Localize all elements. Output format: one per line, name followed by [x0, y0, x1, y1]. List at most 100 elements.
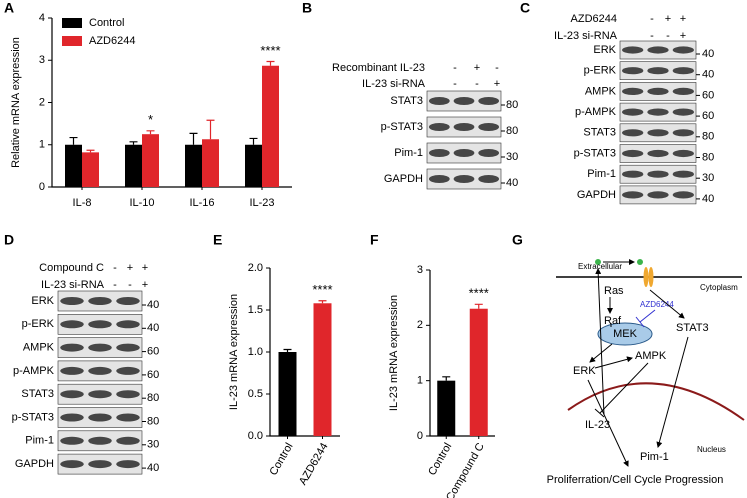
blot-band	[672, 149, 694, 158]
blot-band	[672, 170, 694, 178]
blot-band	[672, 129, 694, 137]
blot-band	[116, 460, 140, 469]
blot-band	[88, 413, 112, 422]
y-tick-label: 2.0	[248, 262, 263, 274]
blot-band	[88, 366, 112, 375]
y-tick-label: 1	[417, 375, 423, 387]
blot-band	[647, 108, 669, 116]
y-axis-label: IL-23 mRNA expression	[228, 294, 240, 410]
band-label: p-STAT3	[12, 411, 54, 423]
blot-band	[116, 343, 140, 352]
arrow	[594, 356, 633, 369]
band-label: p-STAT3	[381, 121, 423, 133]
marker-label: 40	[147, 299, 159, 311]
blot-band	[622, 87, 644, 95]
band-label: Pim-1	[394, 147, 423, 159]
bar	[245, 144, 262, 187]
blot-band	[672, 108, 694, 116]
panel-label: G	[512, 232, 523, 248]
blot-band	[116, 366, 140, 375]
significance: ****	[260, 43, 280, 58]
blot-band	[88, 460, 112, 469]
panel-label: F	[370, 232, 379, 248]
band-label: GAPDH	[384, 173, 423, 185]
marker-label: 80	[702, 131, 714, 143]
treatment-sign: +	[142, 279, 148, 291]
blot-band	[622, 129, 644, 137]
label: IL-23	[585, 419, 610, 431]
inhibition	[599, 362, 649, 414]
y-tick-label: 1.0	[248, 346, 263, 358]
treatment-sign: -	[128, 279, 132, 291]
band-label: p-STAT3	[574, 147, 616, 159]
blot-band	[88, 320, 112, 329]
marker-label: 40	[702, 193, 714, 205]
bar	[142, 134, 159, 187]
y-tick-label: 3	[417, 264, 423, 276]
label: Proliferration/Cell Cycle Progression	[547, 474, 724, 486]
label: MEK	[613, 328, 638, 340]
marker-label: 40	[147, 322, 159, 334]
bar	[65, 144, 82, 187]
blot-band	[453, 175, 475, 183]
y-tick-label: 0.5	[248, 388, 263, 400]
x-tick-label: Control	[426, 441, 454, 478]
blot-band	[478, 97, 500, 105]
blot-band	[453, 149, 475, 157]
treatment-sign: +	[142, 262, 148, 274]
marker-label: 60	[147, 346, 159, 358]
blot-band	[116, 320, 140, 329]
band-label: p-ERK	[22, 318, 55, 330]
arrow	[595, 268, 605, 416]
x-tick-label: AZD6244	[297, 441, 331, 487]
x-tick-label: IL-8	[73, 197, 92, 209]
legend-swatch	[62, 36, 82, 46]
label: AMPK	[635, 350, 667, 362]
label: Nucleus	[697, 445, 726, 454]
blot-band	[478, 149, 500, 157]
error-bar	[266, 60, 275, 66]
blot-band	[647, 191, 669, 199]
error-bar	[69, 136, 78, 145]
error-bar	[249, 137, 258, 145]
treatment-label: AZD6244	[571, 13, 617, 25]
band-label: p-AMPK	[13, 365, 55, 377]
treatment-sign: -	[495, 62, 499, 74]
treatment-sign: +	[494, 78, 500, 90]
label: Cytoplasm	[700, 283, 738, 292]
treatment-label: IL-23 si-RNA	[41, 279, 105, 291]
marker-label: 30	[702, 172, 714, 184]
label: Extracellular	[578, 262, 622, 271]
error-bar	[283, 348, 292, 352]
blot-band	[672, 46, 694, 54]
band-label: p-AMPK	[575, 106, 617, 118]
significance: ****	[312, 282, 332, 297]
x-tick-label: IL-23	[249, 197, 274, 209]
y-tick-label: 0	[417, 430, 423, 442]
receptor	[643, 267, 649, 287]
treatment-sign: -	[113, 262, 117, 274]
blot-band	[672, 191, 694, 199]
blot-band	[60, 297, 84, 305]
treatment-label: IL-23 si-RNA	[362, 78, 426, 90]
blot-band	[478, 123, 500, 131]
blot-band	[622, 170, 644, 178]
blot-band	[622, 149, 644, 158]
blot-band	[622, 191, 644, 199]
treatment-sign: -	[453, 78, 457, 90]
label: Pim-1	[640, 451, 669, 463]
blot-band	[60, 390, 84, 399]
marker-label: 80	[147, 392, 159, 404]
band-label: STAT3	[390, 95, 423, 107]
blot-band	[672, 87, 694, 95]
band-label: AMPK	[585, 85, 617, 97]
y-axis-label: IL-23 mRNA expression	[388, 295, 400, 411]
label: ERK	[573, 365, 596, 377]
treatment-sign: -	[650, 30, 654, 42]
x-tick-label: IL-16	[189, 197, 214, 209]
marker-label: 80	[506, 125, 518, 137]
label: STAT3	[676, 322, 709, 334]
marker-label: 40	[506, 177, 518, 189]
band-label: AMPK	[23, 342, 55, 354]
